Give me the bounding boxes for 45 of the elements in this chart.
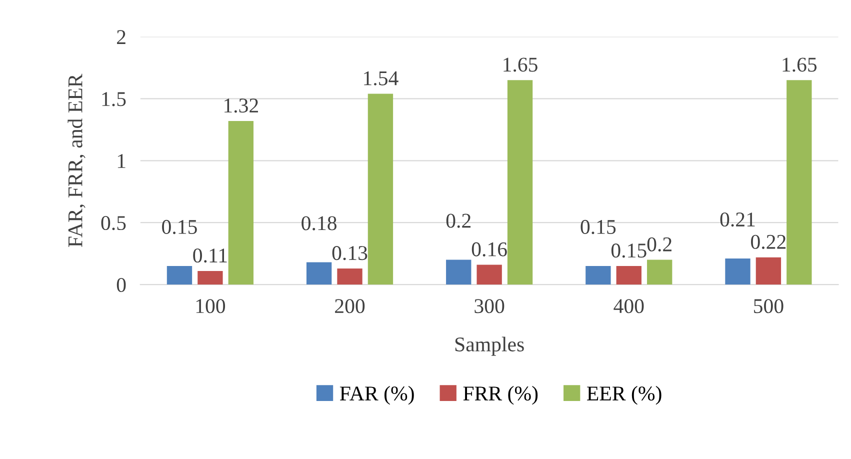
- data-label: 1.65: [504, 58, 538, 72]
- bar: [616, 266, 642, 285]
- data-label: 0.18: [302, 216, 336, 230]
- bar: [446, 260, 472, 285]
- y-tick-label: 1: [118, 154, 126, 168]
- data-label: 1.32: [224, 98, 258, 113]
- bar: [725, 258, 750, 285]
- data-label: 0.21: [720, 212, 755, 227]
- bar: [166, 266, 192, 285]
- data-label: 0.13: [332, 246, 368, 260]
- bar: [586, 266, 611, 285]
- y-tick-label: 0.5: [101, 216, 126, 230]
- x-tick-label: 100: [196, 299, 226, 314]
- data-label: 0.15: [611, 244, 646, 258]
- bar: [337, 268, 362, 285]
- x-tick-label: 200: [335, 299, 365, 314]
- bar: [198, 270, 223, 285]
- x-tick-label: 500: [754, 299, 784, 314]
- legend-label: FRR (%): [463, 386, 538, 405]
- y-tick-label: 1.5: [102, 92, 126, 106]
- bar: [647, 260, 672, 285]
- legend-label: FAR (%): [340, 386, 414, 405]
- data-label: 0.2: [647, 237, 672, 252]
- bar: [756, 257, 782, 285]
- bar: [306, 262, 332, 285]
- bar: [507, 80, 533, 285]
- data-label: 0.15: [580, 220, 616, 234]
- bar: [786, 80, 812, 285]
- bar: [368, 94, 394, 285]
- x-tick-label: 400: [614, 299, 644, 314]
- data-label: 1.65: [782, 58, 817, 72]
- y-tick-label: 2: [117, 30, 126, 44]
- y-axis-title: FAR, FRR, and EER: [68, 74, 86, 247]
- data-label: 0.22: [751, 234, 786, 250]
- y-tick-label: 0: [116, 278, 126, 292]
- data-label: 1.54: [364, 71, 398, 86]
- x-tick-label: 300: [474, 299, 504, 314]
- data-label: 0.16: [472, 242, 507, 256]
- legend-label: EER (%): [587, 386, 662, 405]
- data-label: 0.2: [446, 214, 470, 228]
- bar: [228, 120, 254, 285]
- data-label: 0.11: [193, 248, 227, 263]
- x-axis-title: Samples: [455, 336, 524, 356]
- data-label: 0.15: [162, 220, 197, 234]
- bar: [476, 264, 502, 285]
